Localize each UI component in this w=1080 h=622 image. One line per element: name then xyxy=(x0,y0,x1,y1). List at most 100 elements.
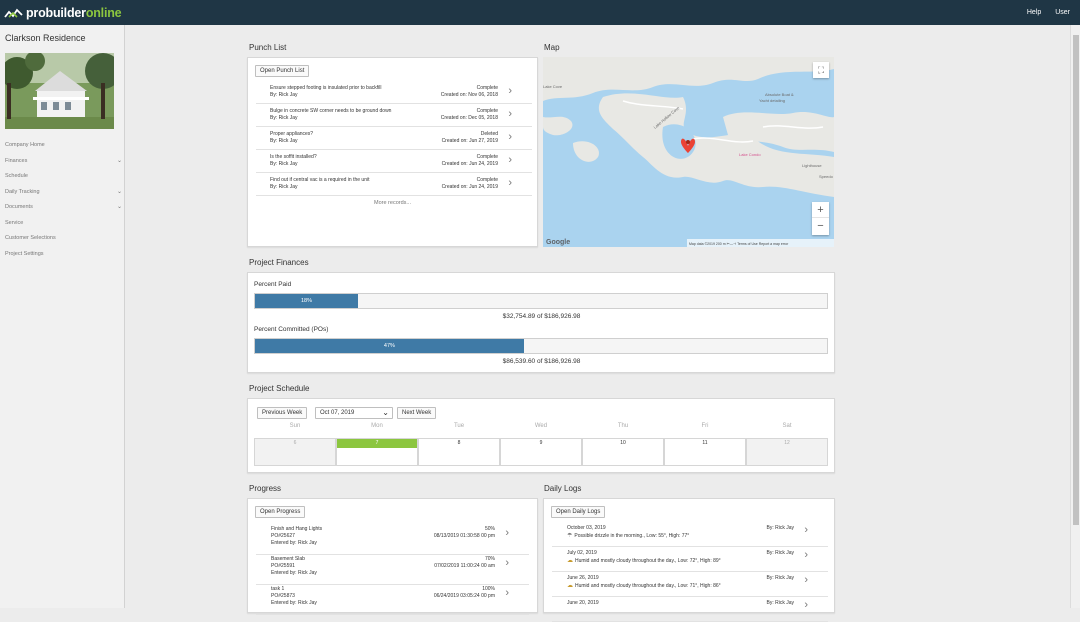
schedule-title: Project Schedule xyxy=(249,384,310,393)
chevron-right-icon[interactable]: › xyxy=(505,587,509,599)
paid-amount: $32,754.89 of $186,926.98 xyxy=(502,313,581,320)
chevron-right-icon[interactable]: › xyxy=(505,557,509,569)
chevron-right-icon[interactable]: › xyxy=(505,527,509,539)
punch-list-row[interactable]: Bulge in concrete SW corner needs to be … xyxy=(256,104,532,127)
percent-paid-fill: 18% xyxy=(255,294,358,308)
next-week-button[interactable]: Next Week xyxy=(397,407,437,419)
zoom-control: + − xyxy=(812,202,829,235)
chevron-right-icon[interactable]: › xyxy=(804,524,808,536)
logo-icon xyxy=(4,8,23,18)
day-header-sun: Sun xyxy=(289,423,301,429)
chevron-right-icon[interactable]: › xyxy=(508,108,512,120)
svg-text:Map data ©2019 200 m ⊢—⊣ T: Map data ©2019 200 m ⊢—⊣ Terms of Use Re… xyxy=(689,242,789,246)
punch-list-card: Open Punch List Ensure stepped footing i… xyxy=(247,57,538,247)
zoom-out-icon[interactable]: − xyxy=(817,220,824,232)
chevron-right-icon[interactable]: › xyxy=(508,154,512,166)
calendar-day[interactable]: 8 xyxy=(418,438,500,466)
logo[interactable]: probuilderonline xyxy=(4,0,122,25)
sidebar-item-company-home[interactable]: Company Home xyxy=(5,142,45,148)
calendar-day[interactable]: 10 xyxy=(582,438,664,466)
chevron-right-icon[interactable]: › xyxy=(804,574,808,586)
chevron-right-icon[interactable]: › xyxy=(508,85,512,97)
chevron-right-icon[interactable]: › xyxy=(804,549,808,561)
sidebar-item-finances[interactable]: Finances ⌄ xyxy=(0,154,124,170)
sidebar-item-documents[interactable]: Documents ⌄ xyxy=(0,200,124,216)
top-navbar: probuilderonline Help User xyxy=(0,0,1080,25)
svg-text:Yacht detailing: Yacht detailing xyxy=(759,98,785,103)
daily-logs-card: Open Daily Logs October 03, 2019 ☂ Possib… xyxy=(543,498,835,622)
open-punch-list-button[interactable]: Open Punch List xyxy=(255,65,310,77)
progress-card: Open Progress Finish and Hang Lights PO#… xyxy=(247,498,538,615)
day-header-thu: Thu xyxy=(617,423,629,429)
punch-list-row[interactable]: Ensure stepped footing is insulated prio… xyxy=(256,81,532,104)
svg-text:Speedo: Speedo xyxy=(819,174,834,179)
daily-logs-title: Daily Logs xyxy=(544,484,582,493)
punch-list-title: Punch List xyxy=(249,43,287,52)
day-header-sat: Sat xyxy=(782,423,792,429)
chevron-right-icon[interactable]: › xyxy=(508,177,512,189)
percent-committed-label: Percent Committed (POs) xyxy=(254,326,329,333)
cloud-icon: ☁ xyxy=(567,583,573,589)
project-title: Clarkson Residence xyxy=(5,33,86,43)
finances-title: Project Finances xyxy=(249,258,309,267)
sidebar-item-daily-tracking[interactable]: Daily Tracking ⌄ xyxy=(0,185,124,201)
progress-row[interactable]: task 1 PO#25873 Entered by: Rick Jay 100… xyxy=(256,585,529,615)
punch-list-row[interactable]: Proper appliances? By: Rick Jay Deleted … xyxy=(256,127,532,150)
zoom-in-icon[interactable]: + xyxy=(812,202,829,218)
chevron-right-icon[interactable]: › xyxy=(804,599,808,611)
map-title: Map xyxy=(544,43,560,52)
calendar-day-today[interactable]: 7 xyxy=(336,438,418,466)
sidebar-menu: Company Home Finances ⌄ Schedule Daily Tr… xyxy=(0,138,124,262)
svg-text:Absolute Boat &: Absolute Boat & xyxy=(765,92,794,97)
sidebar-item-schedule[interactable]: Schedule xyxy=(5,173,28,179)
progress-row[interactable]: Basement Slab PO#25591 Entered by: Rick … xyxy=(256,555,529,585)
cloud-icon: ☁ xyxy=(567,558,573,564)
chevron-right-icon[interactable]: › xyxy=(508,131,512,143)
finances-card: Percent Paid 18% $32,754.89 of $186,926.… xyxy=(247,272,835,373)
week-date-select[interactable]: Oct 07, 2019 ⌄ xyxy=(315,407,393,419)
svg-text:Lake Cove: Lake Cove xyxy=(543,84,563,89)
daily-log-row[interactable]: June 26, 2019 ☁ Humid and mostly cloudy t… xyxy=(552,572,828,597)
chevron-down-icon: ⌄ xyxy=(116,157,122,164)
daily-log-row[interactable]: October 03, 2019 ☂ Possible drizzle in th… xyxy=(552,522,828,547)
scrollbar-thumb[interactable] xyxy=(1073,35,1079,525)
percent-committed-fill: 47% xyxy=(255,339,524,353)
user-menu[interactable]: User xyxy=(1055,9,1070,16)
punch-list-row[interactable]: Find out if central vac is a required in… xyxy=(256,173,532,196)
more-records-link[interactable]: More records... xyxy=(374,200,411,206)
daily-log-row[interactable]: June 20, 2019 By: Rick Jay › xyxy=(552,597,828,622)
punch-list-row[interactable]: Is the soffit installed? By: Rick Jay Co… xyxy=(256,150,532,173)
sidebar-item-project-settings[interactable]: Project Settings xyxy=(5,250,44,257)
daily-log-row[interactable]: July 02, 2019 ☁ Humid and mostly cloudy t… xyxy=(552,547,828,572)
day-header-wed: Wed xyxy=(534,423,548,429)
chevron-down-icon: ⌄ xyxy=(116,188,122,195)
logo-text: probuilderonline xyxy=(26,5,122,20)
calendar-day[interactable]: 12 xyxy=(746,438,828,466)
chevron-down-icon: ⌄ xyxy=(116,204,122,210)
page-scrollbar[interactable] xyxy=(1070,25,1080,608)
progress-row[interactable]: Finish and Hang Lights PO#25627 Entered … xyxy=(256,525,529,555)
calendar-day[interactable]: 9 xyxy=(500,438,582,466)
percent-committed-bar: 47% xyxy=(254,338,828,354)
day-header-mon: Mon xyxy=(371,423,383,429)
previous-week-button[interactable]: Previous Week xyxy=(257,407,308,419)
open-daily-logs-button[interactable]: Open Daily Logs xyxy=(551,506,606,518)
percent-paid-label: Percent Paid xyxy=(254,281,292,288)
schedule-card: Previous Week Oct 07, 2019 ⌄ Next Week Su… xyxy=(247,398,835,473)
svg-text:Lake Condo: Lake Condo xyxy=(739,152,761,157)
committed-amount: $86,539.60 of $186,926.98 xyxy=(502,358,581,365)
calendar-day[interactable]: 6 xyxy=(254,438,336,466)
open-progress-button[interactable]: Open Progress xyxy=(255,506,306,518)
sidebar: Clarkson Residence Company Home Finances… xyxy=(0,25,125,608)
sidebar-item-service[interactable]: Service xyxy=(5,219,24,226)
svg-text:Google: Google xyxy=(546,239,570,246)
help-link[interactable]: Help xyxy=(1026,9,1042,16)
svg-text:Lighthouse: Lighthouse xyxy=(802,163,822,168)
map-view[interactable]: Lake Cove Lake Hollow Cove Absolute Boat… xyxy=(543,57,834,247)
day-header-fri: Fri xyxy=(701,423,709,429)
sidebar-item-customer-selections[interactable]: Customer Selections xyxy=(5,235,56,241)
day-header-tue: Tue xyxy=(453,423,465,429)
fullscreen-icon[interactable]: ⛶ xyxy=(813,62,829,78)
percent-paid-bar: 18% xyxy=(254,293,828,309)
calendar-day[interactable]: 11 xyxy=(664,438,746,466)
